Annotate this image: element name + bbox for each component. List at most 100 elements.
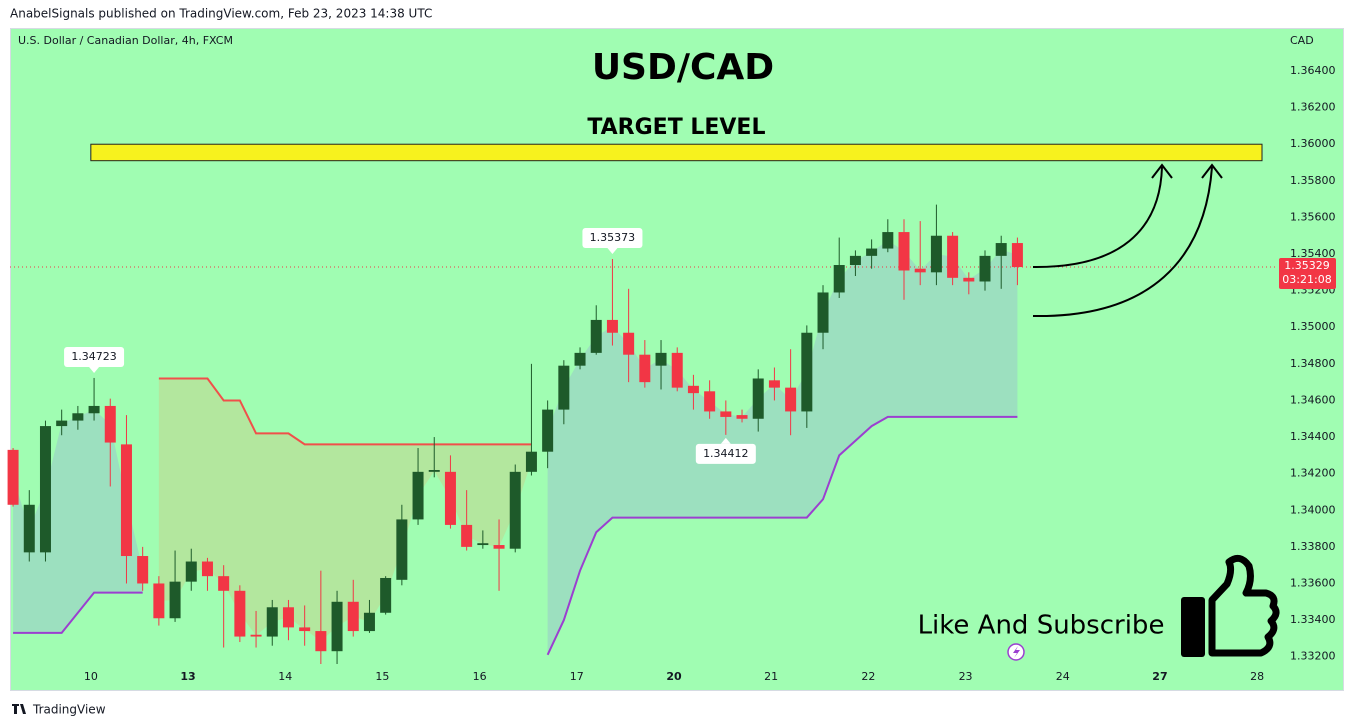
x-tick-label: 14 xyxy=(278,670,292,683)
candle-body xyxy=(380,577,392,613)
candle-body xyxy=(88,405,100,414)
arrow xyxy=(1032,166,1163,269)
x-tick-label: 13 xyxy=(180,670,195,683)
high-callout: 1.35373 xyxy=(590,231,636,244)
x-tick-label: 28 xyxy=(1250,670,1264,683)
x-tick-label: 24 xyxy=(1056,670,1070,683)
candle-body xyxy=(898,232,910,271)
x-tick-label: 23 xyxy=(959,670,973,683)
candle-body xyxy=(704,391,716,412)
candle-body xyxy=(428,470,440,472)
candle-body xyxy=(169,581,181,619)
publish-header: AnabelSignals published on TradingView.c… xyxy=(10,7,432,21)
candle-body xyxy=(1011,243,1023,268)
x-tick-label: 27 xyxy=(1152,670,1167,683)
y-tick-label: 1.33200 xyxy=(1290,650,1336,663)
candle-body xyxy=(574,352,586,366)
x-tick-label: 16 xyxy=(473,670,487,683)
thumbs-up-icon xyxy=(1181,554,1280,657)
indicator-line xyxy=(158,377,532,446)
candle-body xyxy=(201,561,213,577)
candle-body xyxy=(299,627,311,632)
brand-name: TradingView xyxy=(32,703,106,717)
chart-title: USD/CAD xyxy=(592,47,774,88)
target-label: TARGET LEVEL xyxy=(587,115,765,140)
callout-pointer xyxy=(89,366,100,373)
arrow xyxy=(1032,166,1213,318)
lightning-icon xyxy=(1013,646,1020,658)
candle-body xyxy=(558,365,570,410)
arrow-head xyxy=(1201,163,1223,179)
candle-body xyxy=(250,634,262,637)
candle-body xyxy=(736,415,748,419)
candle-body xyxy=(72,413,84,421)
candle-body xyxy=(914,268,926,273)
callout-box xyxy=(695,443,756,464)
countdown-label: 03:21:08 xyxy=(1282,273,1331,286)
candle-body xyxy=(720,411,732,417)
y-tick-label: 1.34000 xyxy=(1290,503,1336,516)
last-price-badge xyxy=(1279,258,1336,290)
candle-body xyxy=(752,378,764,419)
candle-body xyxy=(542,409,554,452)
candle-body xyxy=(979,255,991,282)
callout: 1.34723 xyxy=(64,346,125,373)
candle-body xyxy=(995,243,1007,256)
callout-pointer xyxy=(720,437,731,444)
last-price-label: 1.35329 xyxy=(1284,259,1330,272)
x-tick-label: 10 xyxy=(84,670,98,683)
y-tick-label: 1.35400 xyxy=(1290,247,1336,260)
candle-body xyxy=(623,332,635,355)
candle-body xyxy=(331,601,343,652)
x-tick-label: 15 xyxy=(375,670,389,683)
low-callout: 1.34412 xyxy=(703,447,749,460)
callout-box xyxy=(582,227,643,248)
candle-body xyxy=(23,504,35,553)
y-tick-label: 1.35800 xyxy=(1290,174,1336,187)
candle-body xyxy=(801,332,813,412)
candle-body xyxy=(234,590,246,637)
currency-label: CAD xyxy=(1290,34,1314,47)
candle-body xyxy=(461,524,473,547)
y-tick-label: 1.36000 xyxy=(1290,137,1336,150)
y-tick-label: 1.36400 xyxy=(1290,64,1336,77)
arrow-head xyxy=(1151,163,1173,179)
candle-body xyxy=(655,352,667,366)
trend-fill xyxy=(158,378,532,642)
plot-layer: TARGET LEVEL 1.33200 1.33400 1.33600 1.33800… xyxy=(7,64,1336,683)
candle-body xyxy=(282,607,294,628)
y-tick-label: 1.36200 xyxy=(1290,101,1336,114)
candle-body xyxy=(396,519,408,580)
promo-text: Like And Subscribe xyxy=(918,611,1165,641)
candle-body xyxy=(153,583,165,619)
candle-body xyxy=(768,380,780,388)
candle-body xyxy=(817,292,829,333)
x-tick-label: 17 xyxy=(570,670,584,683)
y-tick-label: 1.35600 xyxy=(1290,210,1336,223)
candle-body xyxy=(963,277,975,282)
candle-body xyxy=(785,387,797,412)
candle-body xyxy=(509,471,521,549)
candle-body xyxy=(7,449,19,505)
high-callout: 1.34723 xyxy=(71,350,117,363)
callout-pointer xyxy=(607,247,618,254)
candle-body xyxy=(833,265,845,293)
candle-body xyxy=(185,561,197,582)
candle-body xyxy=(882,232,894,249)
candle-body xyxy=(39,426,51,553)
candle-body xyxy=(866,248,878,256)
candle-body xyxy=(687,385,699,394)
y-tick-label: 1.34800 xyxy=(1290,357,1336,370)
callout: 1.35373 xyxy=(582,227,643,254)
candle-body xyxy=(412,471,424,520)
candle-body xyxy=(493,545,505,549)
candle-body xyxy=(606,319,618,333)
y-tick-label: 1.33800 xyxy=(1290,540,1336,553)
callout-box xyxy=(64,346,125,367)
candle-body xyxy=(120,444,132,557)
indicator-line xyxy=(13,415,1018,656)
candle-body xyxy=(849,255,861,266)
y-tick-label: 1.33400 xyxy=(1290,613,1336,626)
